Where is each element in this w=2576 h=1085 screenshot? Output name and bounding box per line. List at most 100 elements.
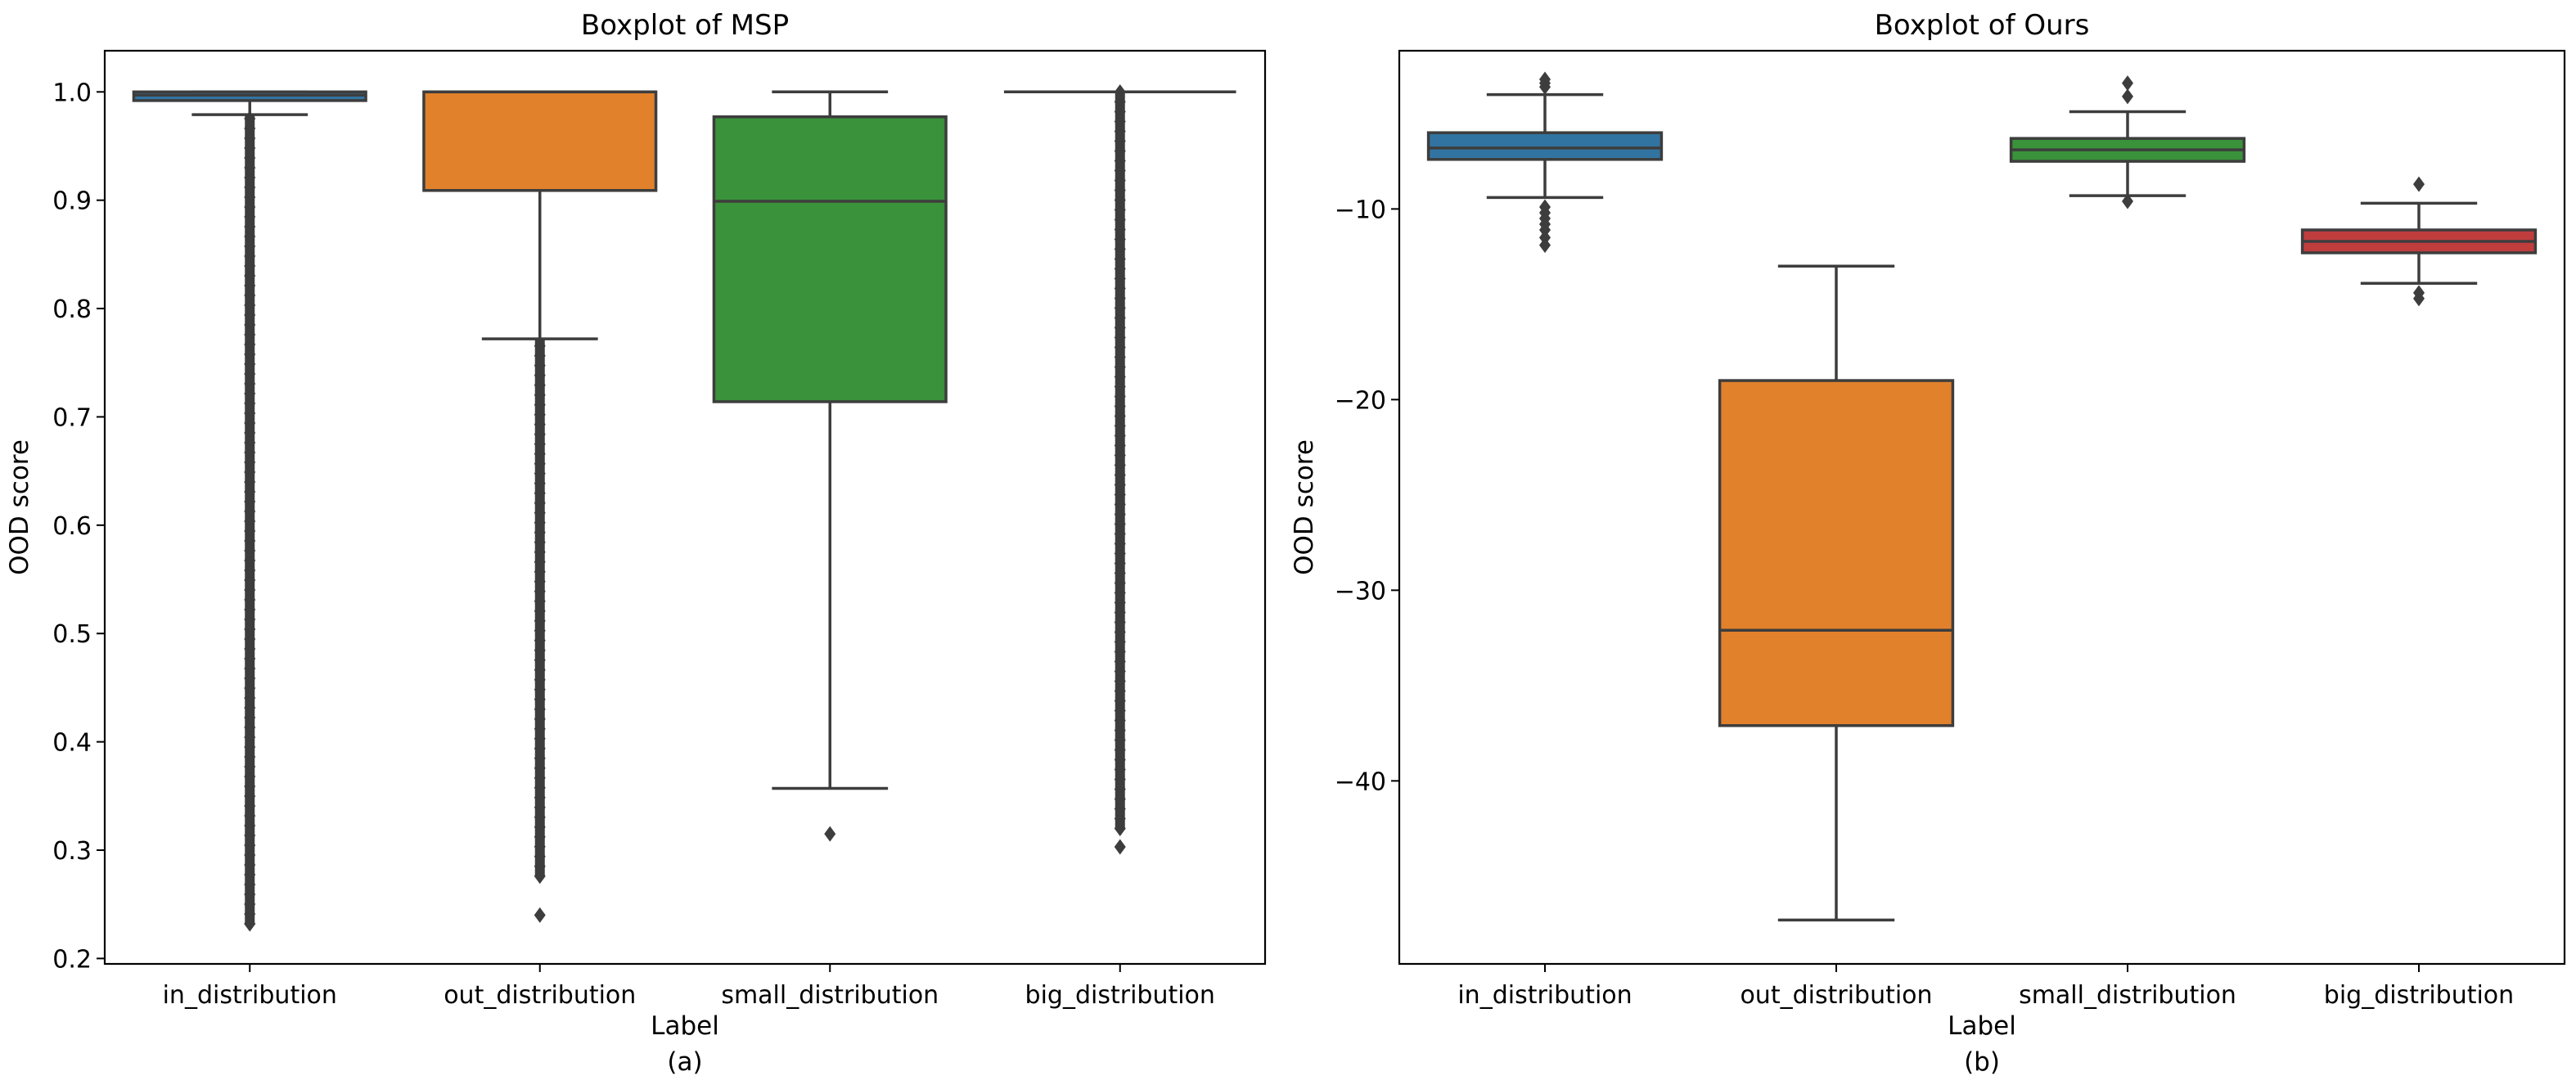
outlier-big_distribution-dense-71 — [1114, 124, 1126, 140]
y-tick-label: −10 — [1335, 196, 1386, 224]
outlier-big_distribution-dense-41 — [1114, 418, 1126, 434]
outlier-out_distribution-dense-29 — [534, 583, 546, 600]
outlier-in_distribution-dense-28 — [244, 641, 256, 657]
chart-panel-msp: 0.2 0.3 0.4 0.5 0.6 0.7 0.8 0.9 1.0 in_distributi… — [5, 9, 1267, 1077]
outlier-big_distribution-dense-7 — [1114, 752, 1126, 768]
outlier-in_distribution-dense-71 — [244, 218, 256, 235]
outlier-out_distribution-dense-23 — [534, 642, 546, 659]
outlier-big_distribution-dense-38 — [1114, 448, 1126, 464]
outlier-in_distribution-dense-40 — [244, 523, 256, 539]
outlier-out_distribution-dense-53 — [534, 348, 546, 364]
outlier-big_distribution-dense-64 — [1114, 192, 1126, 209]
outlier-in_distribution-dense-62 — [244, 307, 256, 323]
outlier-in_distribution-dense-10 — [244, 817, 256, 834]
outlier-small_distribution-1 — [2122, 88, 2133, 105]
outlier-big_distribution-dense-47 — [1114, 359, 1126, 376]
outlier-in_distribution-dense-73 — [244, 199, 256, 215]
outlier-big_distribution-dense-50 — [1114, 330, 1126, 346]
outlier-big_distribution-dense-40 — [1114, 428, 1126, 444]
outlier-big_distribution-dense-3 — [1114, 791, 1126, 808]
outlier-in_distribution-dense-76 — [244, 169, 256, 186]
outlier-big_distribution-dense-46 — [1114, 369, 1126, 385]
outlier-in_distribution-dense-31 — [244, 611, 256, 628]
outlier-big_distribution-dense-72 — [1114, 114, 1126, 130]
outlier-in_distribution-dense-1 — [244, 906, 256, 922]
outlier-big_distribution-dense-4 — [1114, 781, 1126, 798]
outlier-big_distribution-2 — [2413, 290, 2425, 307]
outlier-big_distribution-0 — [1114, 839, 1126, 855]
outlier-in_distribution-dense-42 — [244, 503, 256, 520]
outlier-out_distribution-dense-41 — [534, 466, 546, 482]
outlier-in_distribution-dense-26 — [244, 660, 256, 677]
outlier-in_distribution-dense-11 — [244, 808, 256, 824]
outlier-in_distribution-dense-37 — [244, 552, 256, 569]
outlier-in_distribution-dense-69 — [244, 238, 256, 254]
outlier-small_distribution-0 — [2122, 75, 2133, 92]
outlier-out_distribution-dense-5 — [534, 819, 546, 835]
outlier-out_distribution-dense-19 — [534, 682, 546, 698]
box-out_distribution — [422, 90, 658, 192]
outlier-out_distribution-dense-16 — [534, 711, 546, 727]
outlier-out_distribution-dense-8 — [534, 790, 546, 806]
outlier-in_distribution-dense-59 — [244, 336, 256, 353]
outlier-big_distribution-dense-42 — [1114, 408, 1126, 425]
x-tick-label: in_distribution — [163, 981, 337, 1010]
outlier-big_distribution-dense-5 — [1114, 772, 1126, 788]
outlier-in_distribution-dense-25 — [244, 670, 256, 687]
y-tick-label: 0.6 — [52, 512, 92, 541]
y-tick-label: 0.2 — [52, 945, 92, 974]
outlier-out_distribution-dense-30 — [534, 574, 546, 590]
y-tick-label: −40 — [1335, 768, 1386, 796]
outlier-big_distribution-dense-0 — [1114, 821, 1126, 837]
outlier-out_distribution-dense-38 — [534, 495, 546, 511]
outlier-out_distribution-dense-28 — [534, 593, 546, 610]
outlier-in_distribution-dense-61 — [244, 317, 256, 333]
outlier-in_distribution-dense-16 — [244, 759, 256, 775]
outlier-out_distribution-dense-9 — [534, 780, 546, 796]
outlier-out_distribution-dense-17 — [534, 701, 546, 718]
outlier-in_distribution-dense-57 — [244, 356, 256, 372]
y-tick-label: −30 — [1335, 577, 1386, 606]
outlier-in_distribution-dense-13 — [244, 788, 256, 804]
outlier-big_distribution-dense-19 — [1114, 634, 1126, 651]
outlier-in_distribution-dense-80 — [244, 130, 256, 146]
outlier-big_distribution-dense-58 — [1114, 251, 1126, 268]
outlier-in_distribution-dense-35 — [244, 572, 256, 588]
y-tick-label: −20 — [1335, 386, 1386, 415]
outlier-in_distribution-2 — [1539, 79, 1551, 95]
outlier-out_distribution-dense-2 — [534, 849, 546, 865]
outlier-in_distribution-dense-27 — [244, 651, 256, 667]
outlier-big_distribution-dense-13 — [1114, 693, 1126, 709]
outlier-in_distribution-dense-50 — [244, 425, 256, 441]
outlier-out_distribution-dense-37 — [534, 505, 546, 521]
outlier-big_distribution-dense-59 — [1114, 241, 1126, 258]
outlier-big_distribution-dense-17 — [1114, 654, 1126, 670]
outlier-in_distribution-dense-43 — [244, 493, 256, 510]
x-axis-label: Label — [1948, 1011, 2016, 1041]
panel-label: (a) — [667, 1047, 702, 1077]
y-tick-label: 0.8 — [52, 295, 92, 324]
outlier-out_distribution-dense-44 — [534, 436, 546, 452]
outlier-in_distribution-dense-67 — [244, 258, 256, 274]
outlier-in_distribution-dense-15 — [244, 768, 256, 785]
outlier-in_distribution-dense-19 — [244, 729, 256, 745]
outlier-out_distribution-dense-3 — [534, 839, 546, 855]
x-tick-label: small_distribution — [721, 981, 939, 1010]
outlier-out_distribution-dense-7 — [534, 799, 546, 816]
outlier-big_distribution-dense-32 — [1114, 506, 1126, 523]
outlier-big_distribution-dense-51 — [1114, 320, 1126, 336]
outlier-big_distribution-dense-73 — [1114, 104, 1126, 120]
outlier-in_distribution-dense-17 — [244, 749, 256, 765]
outlier-big_distribution-dense-63 — [1114, 202, 1126, 218]
outlier-big_distribution-dense-16 — [1114, 664, 1126, 680]
outlier-in_distribution-dense-77 — [244, 160, 256, 176]
outlier-in_distribution-dense-79 — [244, 140, 256, 156]
x-tick-label: in_distribution — [1457, 981, 1632, 1010]
outlier-out_distribution-dense-52 — [534, 358, 546, 374]
outlier-in_distribution-dense-20 — [244, 719, 256, 736]
x-tick-label: big_distribution — [2324, 981, 2514, 1010]
outlier-big_distribution-dense-15 — [1114, 673, 1126, 690]
outlier-big_distribution-dense-65 — [1114, 182, 1126, 199]
box-small_distribution — [712, 115, 948, 403]
outlier-in_distribution-dense-3 — [244, 886, 256, 903]
